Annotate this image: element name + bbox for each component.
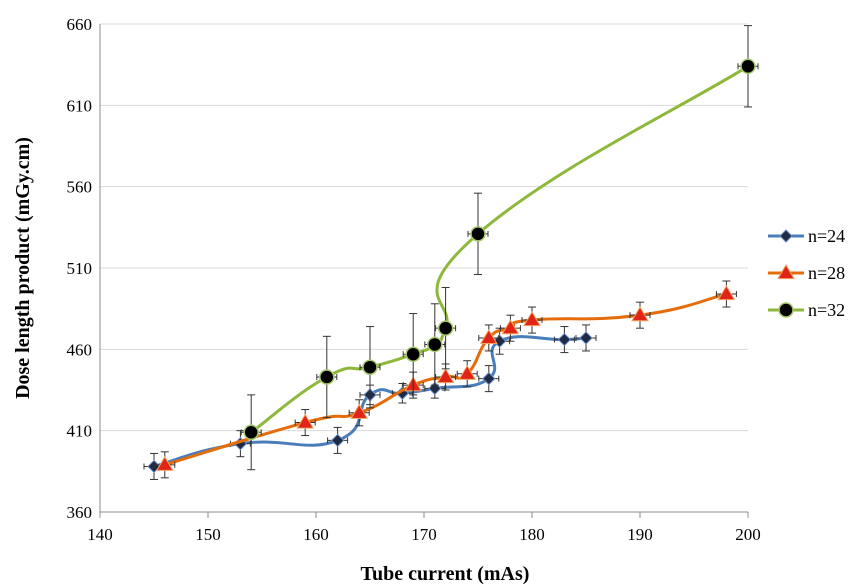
legend-label: n=32 [808, 300, 845, 320]
x-tick-label: 150 [195, 525, 221, 544]
y-tick-label: 410 [67, 422, 93, 441]
y-tick-label: 360 [67, 503, 93, 522]
data-point [778, 302, 794, 318]
legend-item: n=24 [768, 226, 845, 246]
legend-item: n=28 [768, 263, 845, 283]
x-tick-label: 180 [519, 525, 545, 544]
y-tick-label: 660 [67, 15, 93, 34]
data-point [330, 433, 345, 448]
legend: n=24 n=28 n=32 [768, 226, 845, 320]
data-point [740, 58, 756, 75]
data-point [155, 455, 174, 471]
x-tick-label: 200 [735, 525, 761, 544]
data-point [436, 368, 455, 384]
y-tick-label: 510 [67, 259, 93, 278]
data-point [362, 359, 378, 375]
data-point [296, 413, 315, 429]
grid-lines [100, 23, 748, 432]
x-axis-title: Tube current (mAs) [361, 563, 530, 585]
data-point [523, 311, 541, 327]
data-point [470, 226, 486, 242]
series-n=24 [143, 324, 597, 480]
x-tick-label: 190 [627, 525, 653, 544]
data-point [779, 229, 793, 243]
y-axis-title: Dose length product (mGy.cm) [12, 137, 34, 399]
x-tick-label: 140 [87, 525, 113, 544]
data-point [350, 403, 369, 419]
data-point [405, 346, 421, 362]
y-tick-label: 560 [67, 178, 93, 197]
x-tick-label: 170 [411, 525, 437, 544]
legend-label: n=28 [808, 263, 845, 283]
data-point [717, 285, 736, 301]
legend-label: n=24 [808, 226, 845, 246]
data-point [319, 369, 335, 385]
data-point [777, 264, 795, 280]
data-point [631, 306, 649, 322]
series-line [153, 335, 587, 468]
data-point [437, 320, 454, 336]
data-point [557, 332, 572, 347]
legend-item: n=32 [768, 300, 845, 320]
data-point [579, 331, 593, 345]
data-point [501, 319, 520, 335]
data-point [479, 328, 498, 345]
data-point [427, 336, 443, 353]
axes [99, 24, 749, 518]
y-tick-label: 610 [67, 96, 93, 115]
x-tick-labels: 140 150 160 170 180 190 200 [87, 525, 761, 544]
data-point [243, 424, 259, 441]
x-tick-label: 160 [303, 525, 329, 544]
y-tick-labels: 360 410 460 510 560 610 660 [67, 15, 93, 522]
series-layer [143, 25, 759, 480]
y-tick-label: 460 [67, 340, 93, 359]
series-n=32 [240, 25, 759, 471]
series-n=28 [154, 280, 737, 479]
data-point [482, 371, 496, 386]
data-point [458, 364, 477, 380]
